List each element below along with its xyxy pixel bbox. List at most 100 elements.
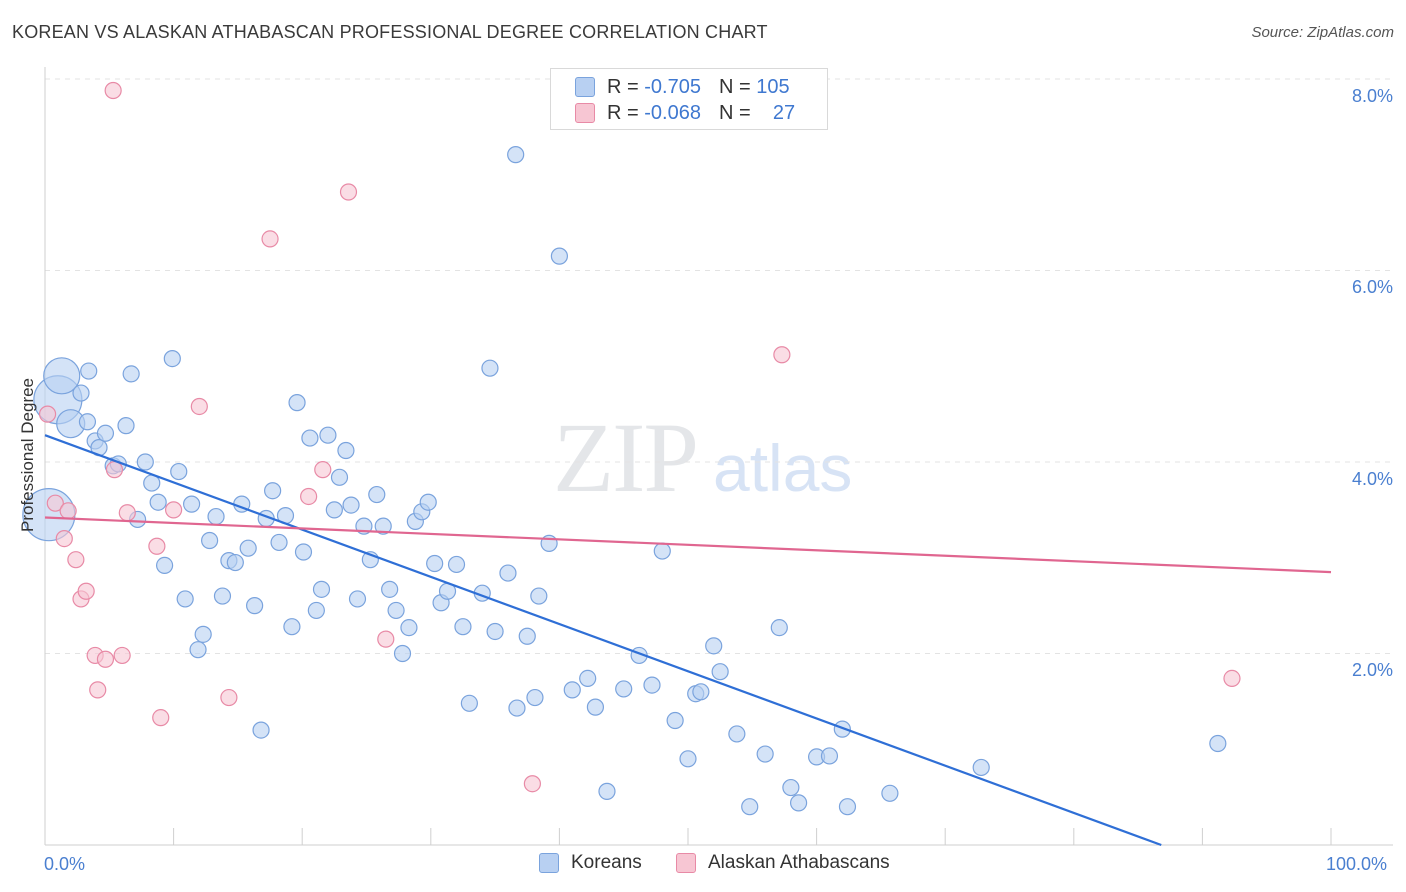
- korean-point: [149, 493, 167, 511]
- korean-point: [301, 429, 319, 447]
- athabascan-point: [38, 405, 57, 423]
- korean-point: [78, 413, 97, 431]
- korean-point: [122, 365, 140, 383]
- legend-r-label: R =: [607, 101, 639, 124]
- athabascan-point: [96, 650, 115, 668]
- korean-point: [337, 441, 355, 460]
- bottom-legend-koreans: Koreans: [539, 852, 642, 874]
- athabascan-point: [152, 709, 170, 727]
- bottom-legend-label-athabascans: Alaskan Athabascans: [708, 852, 890, 873]
- korean-point: [586, 698, 605, 716]
- korean-point: [770, 619, 788, 637]
- legend-r-label: R =: [607, 75, 639, 98]
- athabascan-point: [55, 529, 73, 548]
- korean-point: [507, 146, 525, 164]
- athabascan-point: [67, 551, 85, 569]
- korean-point: [705, 637, 723, 655]
- y-tick-label: 2.0%: [1351, 660, 1393, 680]
- korean-point: [393, 644, 412, 663]
- korean-point: [264, 482, 282, 500]
- y-axis-label: Professional Degree: [18, 377, 37, 533]
- watermark-atlas: atlas: [713, 431, 853, 505]
- korean-point: [194, 625, 212, 643]
- korean-point: [117, 417, 135, 435]
- korean-point: [170, 462, 188, 481]
- korean-point: [499, 564, 517, 582]
- y-tick-label: 4.0%: [1351, 469, 1393, 489]
- korean-point: [387, 601, 405, 620]
- korean-point: [486, 622, 504, 641]
- korean-point: [239, 539, 257, 557]
- athabascan-point: [773, 346, 791, 364]
- bottom-legend-swatch-koreans: [539, 853, 559, 873]
- korean-point: [550, 247, 569, 265]
- korean-point: [426, 554, 444, 573]
- athabascan-trend-line: [44, 516, 1332, 574]
- athabascan-point: [300, 487, 318, 506]
- korean-point: [183, 495, 201, 513]
- source-label: Source: ZipAtlas.com: [1251, 24, 1394, 41]
- korean-point: [330, 468, 349, 486]
- korean-point: [419, 493, 437, 511]
- korean-point: [342, 496, 360, 514]
- korean-point: [374, 517, 392, 535]
- athabascan-point: [523, 775, 541, 793]
- athabascan-point: [118, 504, 136, 522]
- korean-point: [666, 711, 684, 730]
- athabascan-point: [148, 537, 166, 555]
- legend-r-value: -0.068: [644, 101, 701, 124]
- legend-swatch-koreans: [575, 77, 595, 97]
- athabascan-point: [113, 646, 131, 665]
- korean-point: [368, 485, 386, 504]
- korean-point: [741, 798, 759, 816]
- watermark-zip: ZIP: [553, 402, 699, 513]
- legend-n-value: 27: [772, 101, 796, 124]
- korean-point: [728, 725, 746, 743]
- korean-point: [782, 778, 800, 797]
- korean-point: [325, 501, 343, 519]
- korean-point: [833, 720, 851, 738]
- korean-point: [381, 580, 399, 598]
- korean-point: [252, 721, 270, 739]
- korean-point: [460, 694, 478, 712]
- legend-swatch-athabascans: [575, 103, 595, 123]
- athabascan-point: [1223, 669, 1241, 687]
- korean-point: [692, 683, 710, 701]
- korean-point: [881, 784, 899, 802]
- x-tick-label: 0.0%: [44, 854, 86, 874]
- korean-point: [679, 750, 697, 768]
- korean-point: [226, 553, 244, 572]
- legend-n-value: 105: [756, 75, 790, 98]
- athabascan-point: [377, 630, 395, 648]
- legend: R = -0.705 N = 105 R = -0.068 N = 27: [550, 68, 828, 130]
- korean-point: [1209, 734, 1227, 753]
- legend-r-value: -0.705: [644, 75, 701, 98]
- korean-point: [711, 663, 729, 681]
- korean-point: [155, 556, 174, 575]
- korean-point: [246, 597, 264, 615]
- korean-point: [43, 357, 81, 395]
- korean-point: [189, 641, 207, 659]
- athabascan-point: [46, 494, 64, 512]
- athabascan-point: [190, 397, 208, 416]
- athabascan-point: [59, 502, 77, 520]
- athabascan-point: [220, 688, 238, 707]
- korean-point: [972, 758, 990, 777]
- korean-point: [563, 681, 581, 699]
- korean-point: [400, 619, 418, 637]
- bottom-legend-swatch-athabascans: [676, 853, 696, 873]
- korean-point: [96, 424, 115, 442]
- legend-row-athabascans: R = -0.068 N = 27: [575, 101, 795, 125]
- korean-point: [643, 676, 661, 694]
- korean-point: [348, 590, 367, 608]
- athabascan-point: [261, 230, 279, 248]
- korean-point: [312, 580, 331, 598]
- y-tick-label: 6.0%: [1351, 277, 1393, 297]
- korean-point: [201, 531, 219, 550]
- athabascan-point: [104, 81, 122, 100]
- y-tick-label: 8.0%: [1351, 86, 1393, 106]
- korean-point: [319, 426, 337, 444]
- korean-point: [598, 782, 616, 800]
- korean-point: [454, 618, 472, 636]
